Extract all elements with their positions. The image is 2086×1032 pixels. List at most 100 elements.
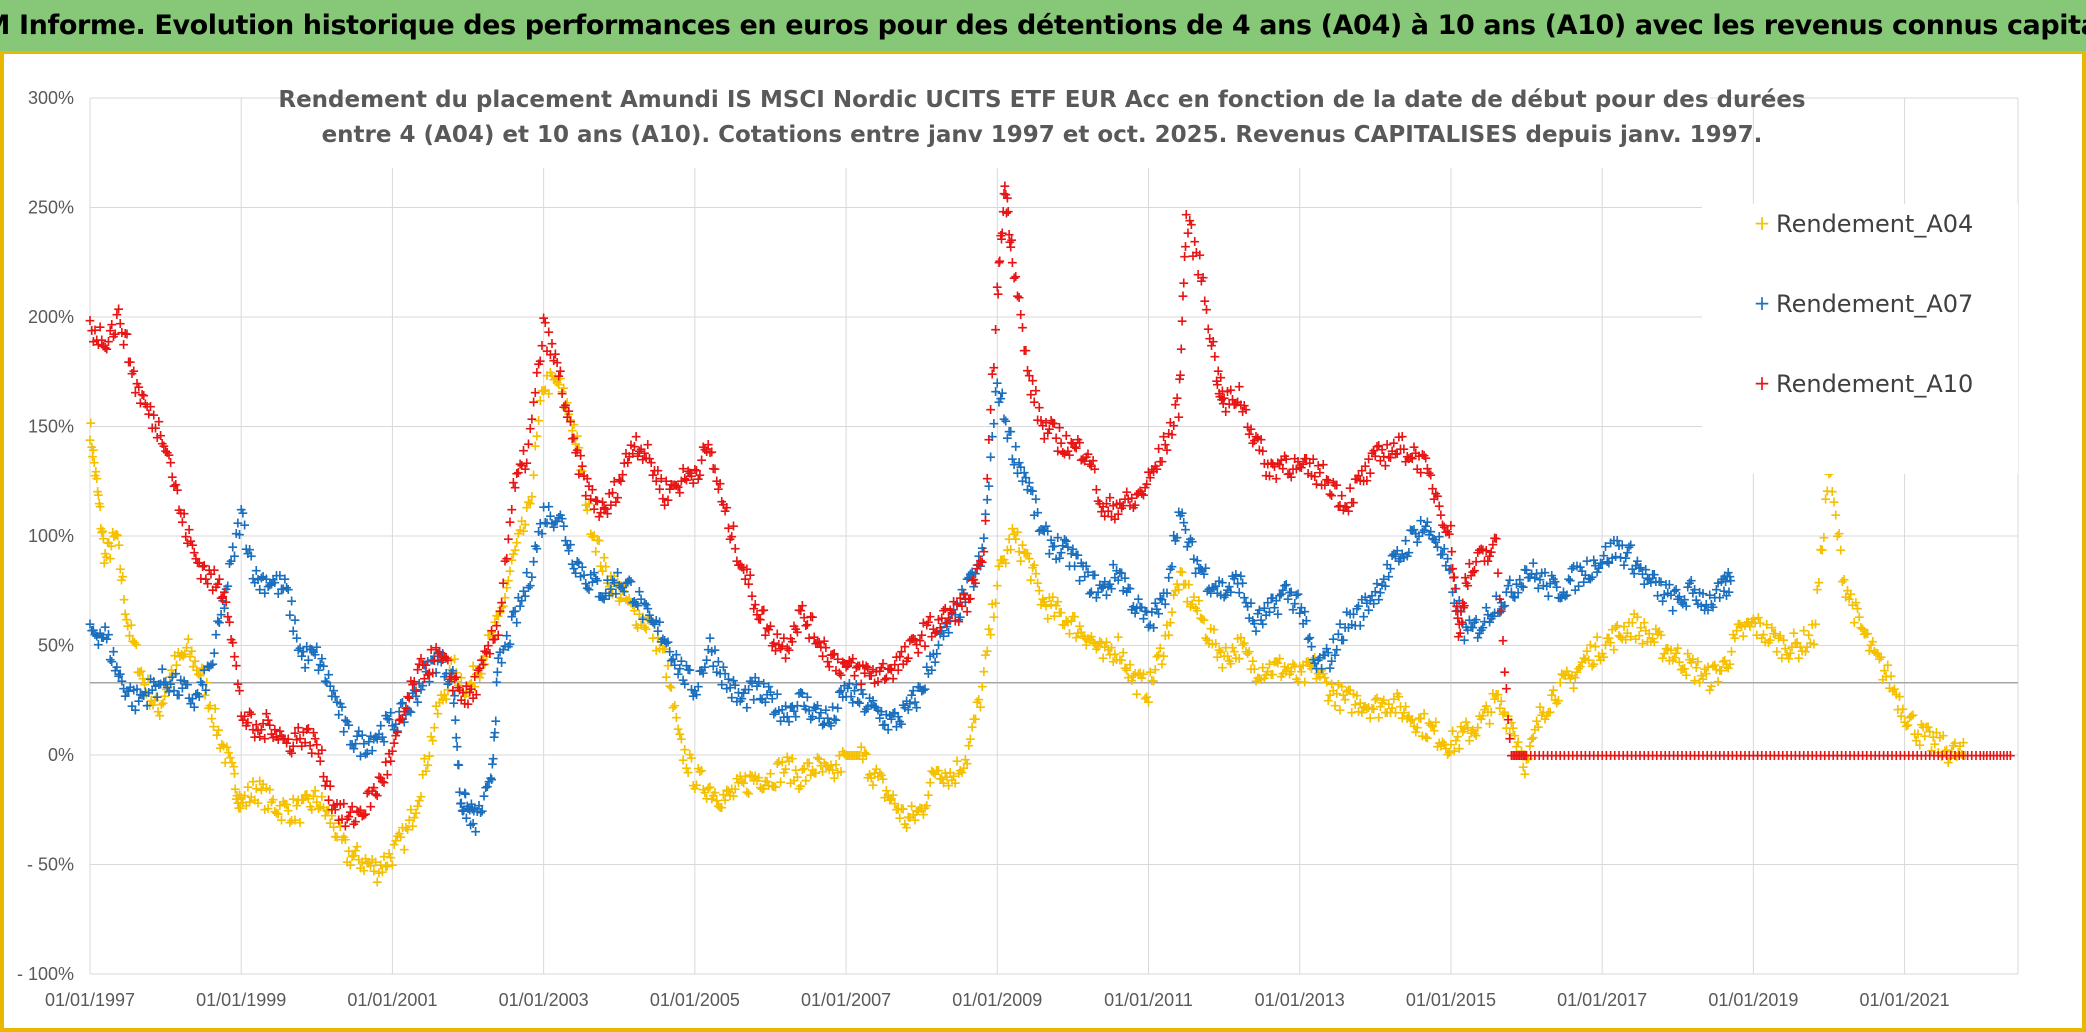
data-point: +: [122, 619, 134, 635]
data-point: +: [795, 779, 807, 795]
data-point: +: [84, 617, 96, 633]
chart-title-line-1: Rendement du placement Amundi IS MSCI No…: [278, 87, 1805, 113]
data-point: +: [457, 803, 469, 819]
data-point: +: [373, 866, 385, 882]
data-point: +: [839, 678, 851, 694]
data-point: +: [1633, 628, 1645, 644]
data-point: +: [214, 615, 226, 631]
data-point: +: [968, 579, 980, 595]
data-point: +: [642, 601, 654, 617]
data-point: +: [607, 587, 619, 603]
data-point: +: [254, 582, 266, 598]
data-point: +: [992, 287, 1004, 303]
data-point: +: [462, 678, 474, 694]
data-point: +: [837, 744, 849, 760]
data-point: +: [783, 714, 795, 730]
data-point: +: [1175, 341, 1187, 357]
data-point: +: [506, 552, 518, 568]
data-point: +: [1605, 635, 1617, 651]
data-point: +: [1309, 650, 1321, 666]
data-point: +: [581, 581, 593, 597]
data-point: +: [1665, 642, 1677, 658]
data-point: +: [380, 708, 392, 724]
data-point: +: [461, 686, 473, 702]
data-point: +: [592, 532, 604, 548]
data-point: +: [1645, 634, 1657, 650]
data-point: +: [798, 699, 810, 715]
data-point: +: [1375, 699, 1387, 715]
data-point: +: [1165, 615, 1177, 631]
data-point: +: [1161, 617, 1173, 633]
data-point: +: [894, 714, 906, 730]
data-point: +: [455, 796, 467, 812]
data-point: +: [1551, 695, 1563, 711]
data-point: +: [1301, 654, 1313, 670]
data-point: +: [245, 789, 257, 805]
data-point: +: [1161, 442, 1173, 458]
data-point: +: [514, 599, 526, 615]
data-point: +: [672, 666, 684, 682]
data-point: +: [267, 792, 279, 808]
data-point: +: [813, 752, 825, 768]
data-point: +: [1327, 683, 1339, 699]
data-point: +: [847, 748, 859, 764]
data-point: +: [694, 764, 706, 780]
data-point: +: [985, 450, 997, 466]
data-point: +: [576, 463, 588, 479]
data-point: +: [324, 678, 336, 694]
data-point: +: [419, 751, 431, 767]
data-point: +: [471, 804, 483, 820]
data-point: +: [625, 574, 637, 590]
data-point: +: [1183, 577, 1195, 593]
data-point: +: [812, 750, 824, 766]
data-point: +: [497, 642, 509, 658]
data-point: +: [1361, 701, 1373, 717]
data-point: +: [1736, 619, 1748, 635]
data-point: +: [533, 524, 545, 540]
data-point: +: [1260, 668, 1272, 684]
data-point: +: [269, 804, 281, 820]
data-point: +: [1939, 744, 1951, 760]
data-point: +: [413, 676, 425, 692]
data-point: +: [881, 707, 893, 723]
data-point: +: [588, 528, 600, 544]
data-point: +: [276, 812, 288, 828]
data-point: +: [1492, 687, 1504, 703]
data-point: +: [208, 719, 220, 735]
data-point: +: [870, 700, 882, 716]
data-point: +: [237, 505, 249, 521]
data-point: +: [721, 783, 733, 799]
data-point: +: [1005, 542, 1017, 558]
data-point: +: [172, 483, 184, 499]
y-tick-label: 200%: [28, 307, 74, 327]
data-point: +: [748, 692, 760, 708]
data-point: +: [490, 713, 502, 729]
data-point: +: [281, 797, 293, 813]
data-point: +: [660, 670, 672, 686]
data-point: +: [976, 679, 988, 695]
data-point: +: [276, 581, 288, 597]
data-point: +: [600, 585, 612, 601]
data-point: +: [189, 653, 201, 669]
data-point: +: [225, 553, 237, 569]
data-point: +: [897, 698, 909, 714]
data-point: +: [691, 777, 703, 793]
data-point: +: [1845, 587, 1857, 603]
data-point: +: [1139, 691, 1151, 707]
data-point: +: [546, 516, 558, 532]
data-point: +: [460, 787, 472, 803]
data-point: +: [1860, 626, 1872, 642]
data-point: +: [94, 499, 106, 515]
data-point: +: [882, 722, 894, 738]
data-point: +: [88, 443, 100, 459]
data-point: +: [338, 724, 350, 740]
data-point: +: [886, 711, 898, 727]
data-point: +: [706, 444, 718, 460]
data-point: +: [154, 708, 166, 724]
data-point: +: [924, 775, 936, 791]
data-point: +: [108, 644, 120, 660]
data-point: +: [812, 698, 824, 714]
data-point: +: [509, 480, 521, 496]
data-point: +: [1543, 705, 1555, 721]
data-point: +: [410, 805, 422, 821]
